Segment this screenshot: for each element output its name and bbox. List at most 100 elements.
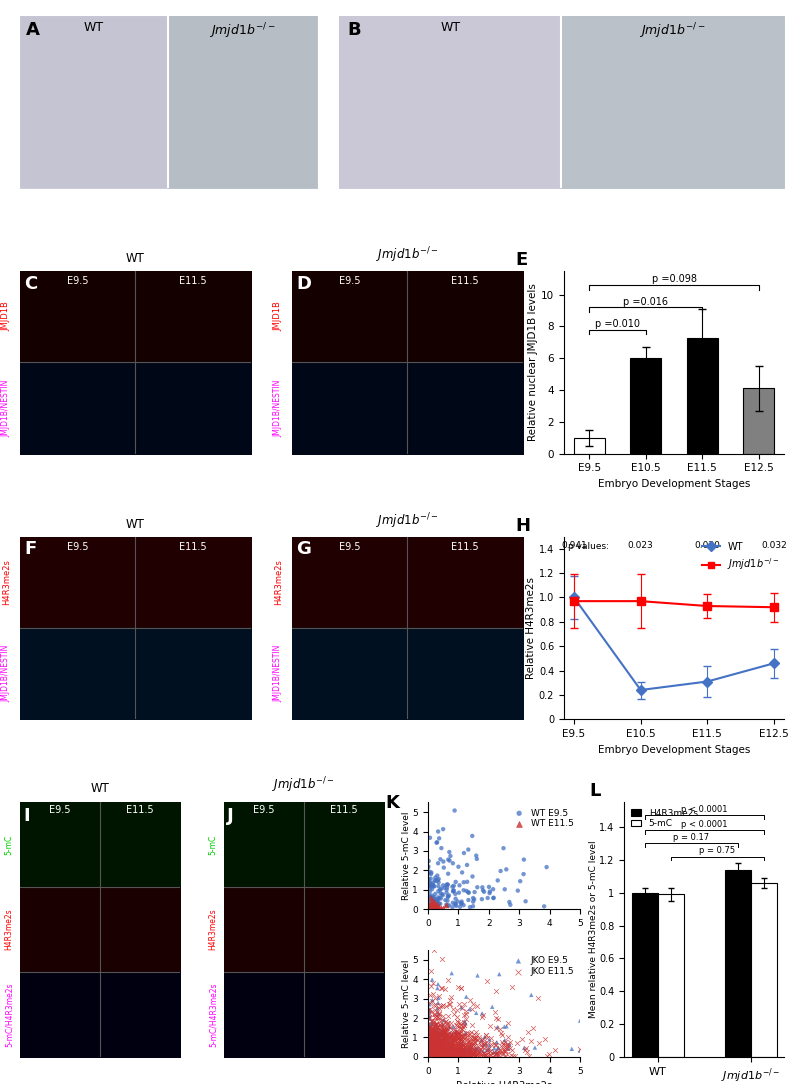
JKO E11.5 (439, 1046, 451, 1063)
JKO E11.5 (440, 1025, 453, 1043)
JKO E11.5 (436, 1047, 449, 1064)
JKO E11.5 (438, 1020, 451, 1037)
JKO E9.5 (428, 1025, 441, 1043)
JKO E11.5 (465, 1037, 478, 1055)
JKO E9.5 (458, 1041, 470, 1058)
JKO E11.5 (440, 1046, 453, 1063)
JKO E9.5 (490, 1043, 502, 1060)
Text: 5-mC/H4R3me2s: 5-mC/H4R3me2s (209, 982, 217, 1047)
JKO E11.5 (427, 1028, 440, 1045)
JKO E9.5 (423, 996, 435, 1014)
JKO E11.5 (425, 1042, 438, 1059)
JKO E11.5 (436, 1027, 449, 1044)
JKO E11.5 (443, 1047, 456, 1064)
Text: D: D (297, 274, 311, 293)
JKO E11.5 (440, 1048, 453, 1066)
JKO E11.5 (466, 1044, 479, 1061)
WT E9.5 (442, 888, 455, 905)
JKO E11.5 (422, 1036, 435, 1054)
JKO E11.5 (426, 1036, 439, 1054)
Text: $Jmjd1b^{-/-}$: $Jmjd1b^{-/-}$ (376, 512, 439, 531)
JKO E11.5 (433, 1005, 446, 1022)
JKO E11.5 (433, 1048, 446, 1066)
JKO E11.5 (448, 1041, 461, 1058)
WT E9.5 (470, 850, 483, 867)
JKO E9.5 (442, 1034, 455, 1051)
JKO E11.5 (443, 1037, 455, 1055)
WT E11.5 (431, 895, 443, 913)
JKO E11.5 (473, 1044, 486, 1061)
JKO E11.5 (498, 1036, 511, 1054)
JKO E11.5 (476, 1045, 489, 1062)
JKO E9.5 (481, 1041, 494, 1058)
JKO E11.5 (427, 1041, 439, 1058)
Text: E11.5: E11.5 (179, 276, 207, 286)
JKO E11.5 (423, 986, 436, 1004)
JKO E9.5 (456, 1043, 469, 1060)
JKO E11.5 (449, 1044, 462, 1061)
JKO E11.5 (458, 1036, 470, 1054)
JKO E11.5 (439, 1027, 452, 1044)
JKO E11.5 (438, 1023, 451, 1041)
JKO E11.5 (439, 1037, 452, 1055)
JKO E9.5 (422, 1038, 435, 1056)
JKO E9.5 (436, 1033, 449, 1050)
JKO E11.5 (543, 1045, 556, 1062)
JKO E11.5 (442, 1038, 455, 1056)
JKO E11.5 (491, 1010, 504, 1028)
JKO E11.5 (435, 1034, 447, 1051)
JKO E11.5 (427, 1047, 440, 1064)
JKO E9.5 (565, 1041, 578, 1058)
JKO E11.5 (423, 1047, 435, 1064)
Text: H4R3me2s: H4R3me2s (2, 559, 10, 605)
JKO E11.5 (435, 997, 448, 1015)
WT E9.5 (519, 892, 532, 909)
JKO E11.5 (439, 1046, 452, 1063)
JKO E11.5 (442, 1046, 455, 1063)
JKO E11.5 (443, 1046, 455, 1063)
JKO E9.5 (470, 1004, 482, 1021)
JKO E11.5 (447, 1037, 459, 1055)
JKO E11.5 (443, 1043, 455, 1060)
JKO E11.5 (424, 1034, 437, 1051)
JKO E11.5 (423, 1045, 436, 1062)
JKO E11.5 (422, 1044, 435, 1061)
JKO E11.5 (428, 1046, 441, 1063)
WT E9.5 (466, 868, 479, 886)
JKO E11.5 (451, 1009, 463, 1027)
JKO E11.5 (439, 1040, 452, 1057)
JKO E11.5 (439, 1035, 451, 1053)
JKO E11.5 (469, 1043, 482, 1060)
JKO E11.5 (444, 1034, 457, 1051)
JKO E11.5 (431, 1022, 443, 1040)
JKO E11.5 (423, 1034, 435, 1051)
JKO E11.5 (429, 1037, 442, 1055)
JKO E11.5 (423, 1046, 436, 1063)
JKO E11.5 (459, 1024, 472, 1042)
JKO E11.5 (457, 1042, 470, 1059)
JKO E11.5 (442, 1045, 455, 1062)
WT E9.5 (426, 899, 439, 916)
JKO E11.5 (431, 1048, 444, 1066)
Text: E9.5: E9.5 (253, 805, 275, 815)
JKO E11.5 (490, 1045, 502, 1062)
WT E9.5 (434, 851, 447, 868)
JKO E9.5 (446, 1034, 458, 1051)
JKO E11.5 (434, 1047, 447, 1064)
JKO E11.5 (457, 1045, 470, 1062)
WT E11.5 (439, 895, 452, 913)
JKO E11.5 (428, 1044, 441, 1061)
WT E11.5 (424, 894, 437, 912)
JKO E11.5 (426, 1042, 439, 1059)
JKO E11.5 (452, 1043, 465, 1060)
JKO E11.5 (454, 1047, 466, 1064)
JKO E11.5 (454, 1034, 466, 1051)
WT E9.5 (452, 883, 465, 901)
Text: H4R3me2s: H4R3me2s (5, 908, 14, 951)
JKO E11.5 (427, 1046, 439, 1063)
JKO E11.5 (458, 1044, 471, 1061)
JKO E11.5 (438, 1031, 451, 1048)
JKO E9.5 (432, 1027, 445, 1044)
JKO E11.5 (455, 1046, 467, 1063)
JKO E9.5 (431, 1033, 443, 1050)
